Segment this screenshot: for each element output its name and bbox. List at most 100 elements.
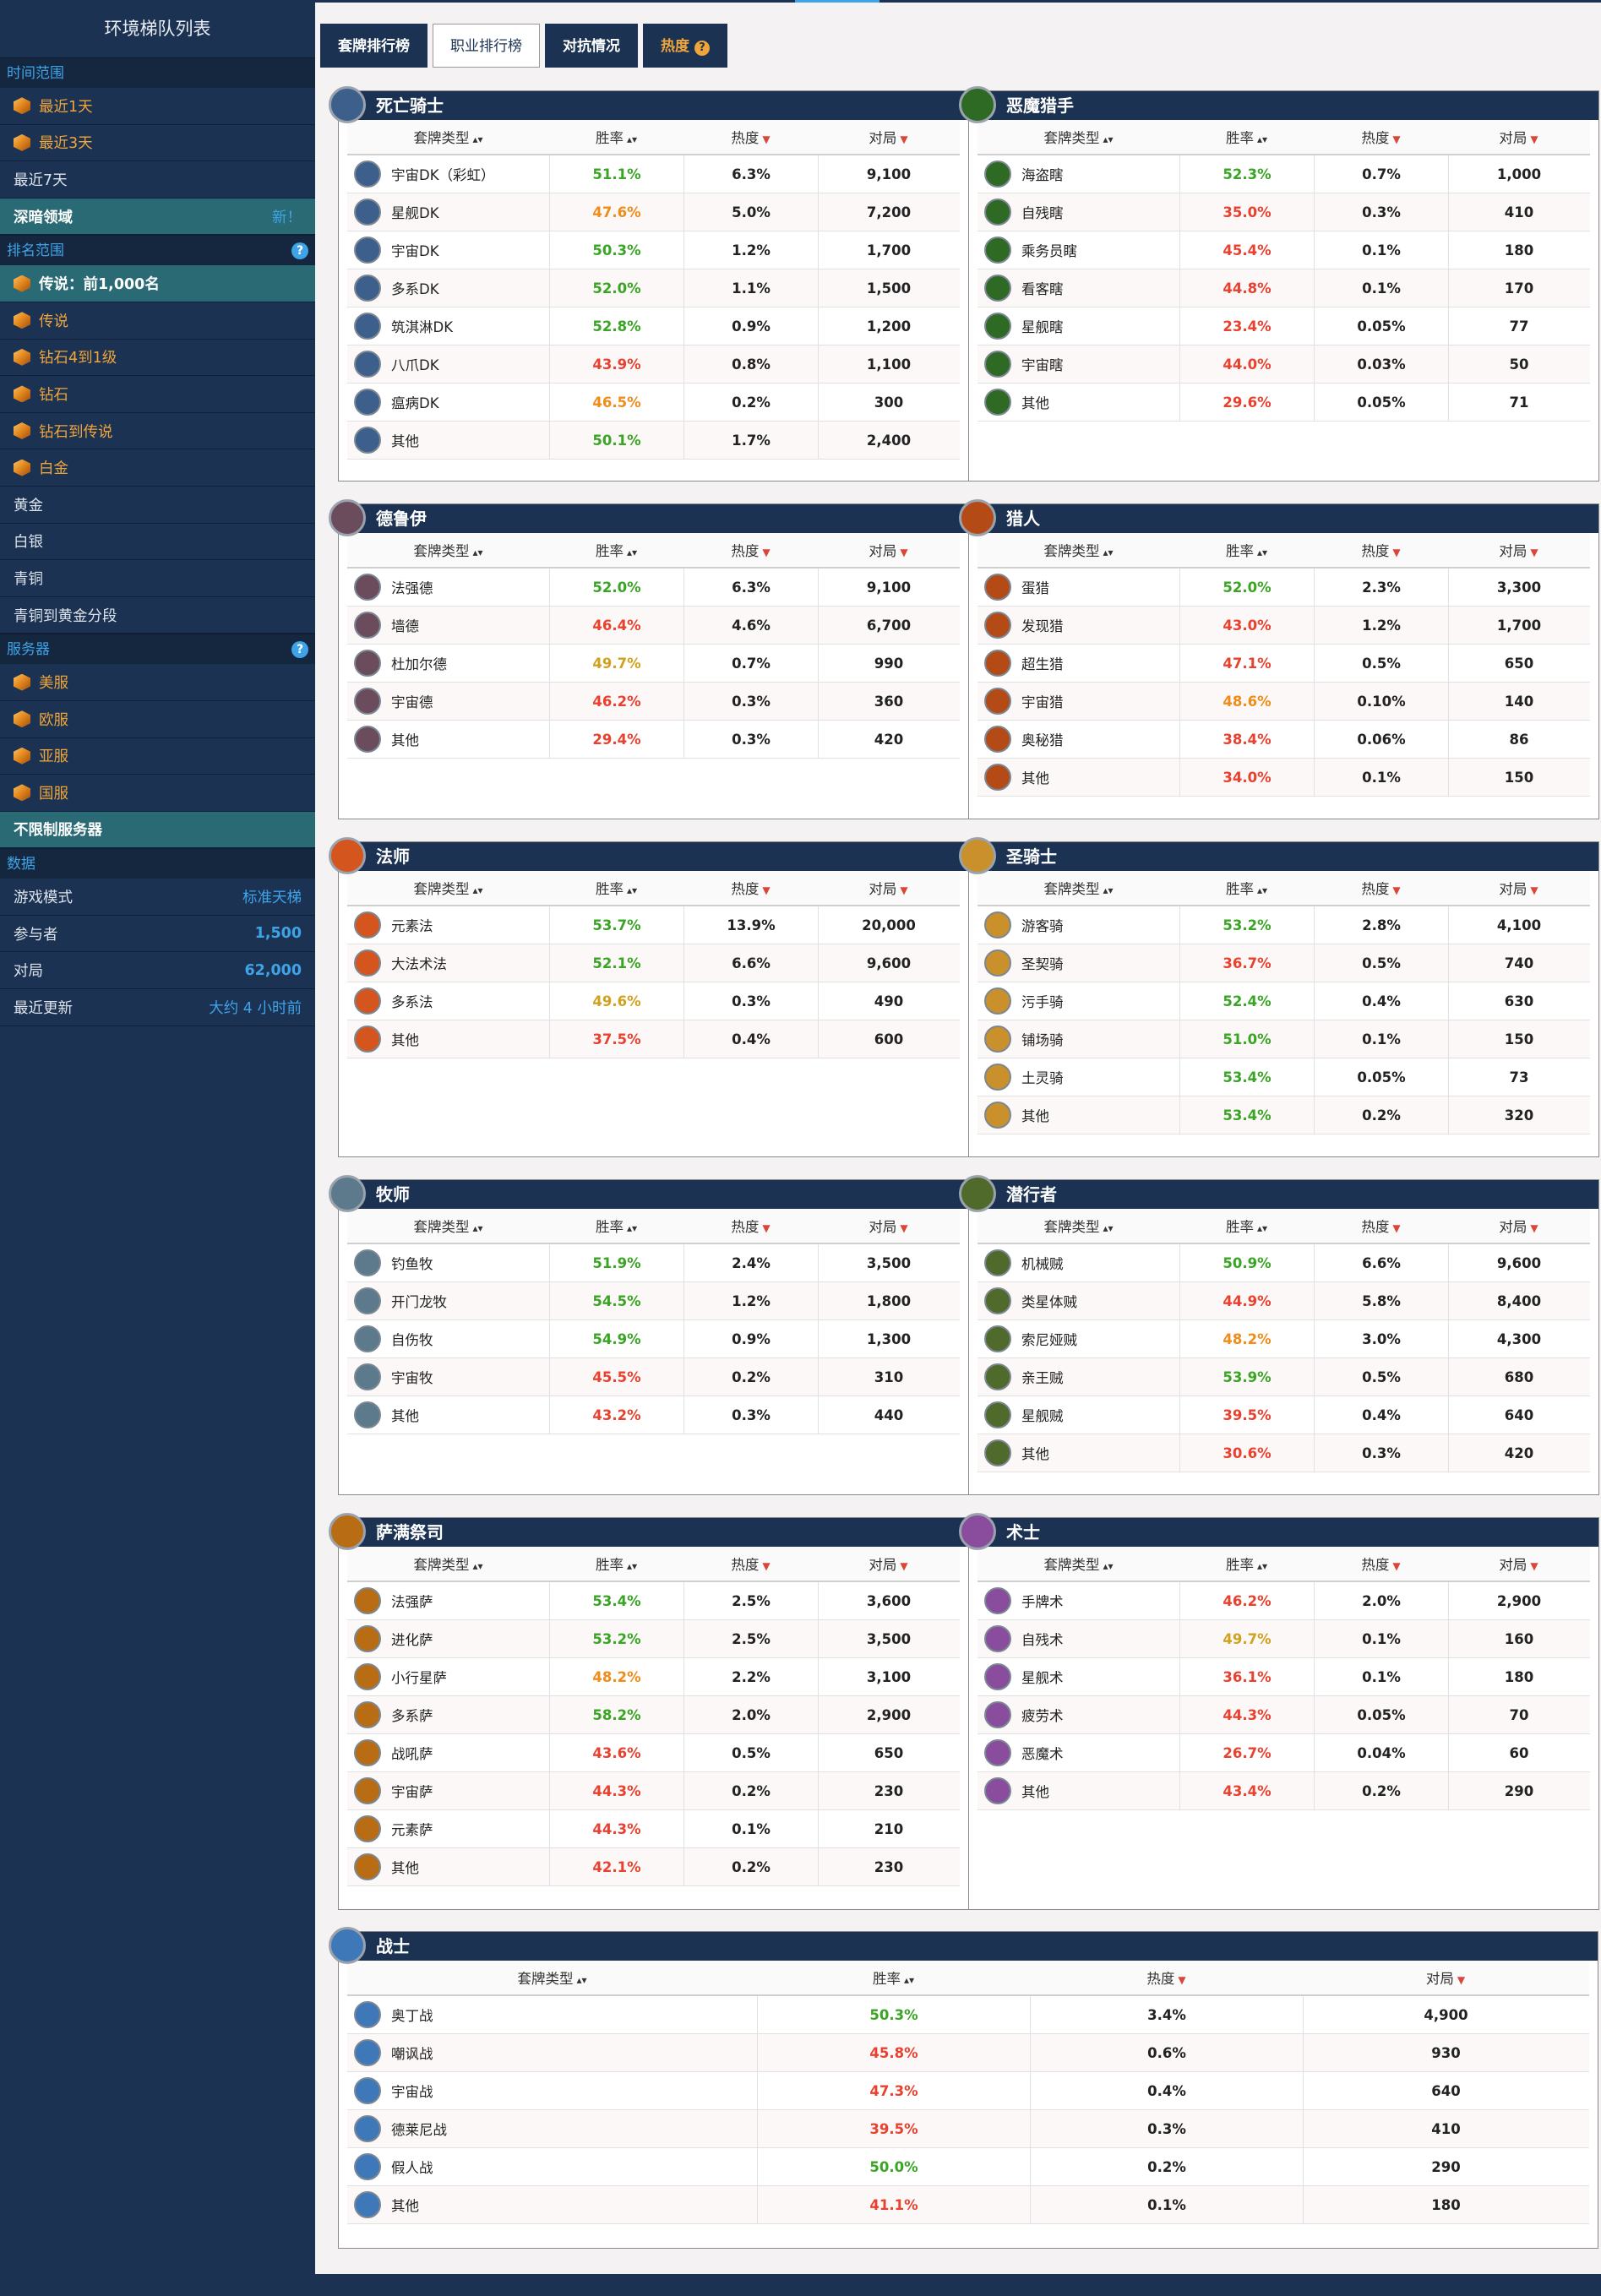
table-row[interactable]: 自伤牧 54.9% 0.9% 1,300	[347, 1320, 960, 1358]
deck-name[interactable]: 其他	[1021, 1108, 1049, 1124]
table-row[interactable]: 战吼萨 43.6% 0.5% 650	[347, 1734, 960, 1772]
deck-name[interactable]: 假人战	[391, 2160, 433, 2176]
deck-name[interactable]: 墙德	[391, 618, 419, 634]
col-deck-header[interactable]: 套牌类型 ▴▾	[347, 1553, 549, 1574]
deck-name[interactable]: 法强萨	[391, 1594, 433, 1610]
rank-item-legend-top[interactable]: 传说：前1,000名	[0, 265, 315, 302]
table-row[interactable]: 游客骑 53.2% 2.8% 4,100	[977, 906, 1590, 944]
deck-name[interactable]: 法强德	[391, 580, 433, 596]
table-row[interactable]: 索尼娅贼 48.2% 3.0% 4,300	[977, 1320, 1590, 1358]
col-deck-header[interactable]: 套牌类型 ▴▾	[977, 878, 1179, 898]
table-row[interactable]: 污手骑 52.4% 0.4% 630	[977, 982, 1590, 1020]
deck-name[interactable]: 星舰术	[1021, 1670, 1064, 1686]
table-row[interactable]: 其他 29.6% 0.05% 71	[977, 384, 1590, 422]
deck-name[interactable]: 宇宙德	[391, 694, 433, 710]
server-item-asia[interactable]: 亚服	[0, 738, 315, 775]
col-games-header[interactable]: 对局 ▼	[1303, 1967, 1588, 1988]
col-games-header[interactable]: 对局 ▼	[818, 878, 959, 898]
deck-name[interactable]: 疲劳术	[1021, 1708, 1064, 1724]
deck-name[interactable]: 钓鱼牧	[391, 1256, 433, 1272]
deck-name[interactable]: 多系萨	[391, 1708, 433, 1724]
col-deck-header[interactable]: 套牌类型 ▴▾	[347, 1967, 757, 1988]
deck-name[interactable]: 其他	[1021, 1446, 1049, 1462]
table-row[interactable]: 自残瞎 35.0% 0.3% 410	[977, 193, 1590, 231]
deck-name[interactable]: 其他	[391, 732, 419, 748]
table-row[interactable]: 宇宙德 46.2% 0.3% 360	[347, 683, 960, 721]
deck-name[interactable]: 宇宙瞎	[1021, 357, 1064, 373]
table-row[interactable]: 进化萨 53.2% 2.5% 3,500	[347, 1620, 960, 1658]
deck-name[interactable]: 其他	[1021, 1784, 1049, 1800]
col-popularity-header[interactable]: 热度 ▼	[1030, 1967, 1303, 1988]
deck-name[interactable]: 星舰瞎	[1021, 319, 1064, 335]
rank-item-platinum[interactable]: 白金	[0, 449, 315, 487]
table-row[interactable]: 星舰术 36.1% 0.1% 180	[977, 1658, 1590, 1696]
deck-name[interactable]: 超生猎	[1021, 656, 1064, 672]
deck-name[interactable]: 宇宙猎	[1021, 694, 1064, 710]
deck-name[interactable]: 其他	[1021, 770, 1049, 786]
deck-name[interactable]: 圣契骑	[1021, 956, 1064, 972]
table-row[interactable]: 多系萨 58.2% 2.0% 2,900	[347, 1696, 960, 1734]
table-row[interactable]: 其他 50.1% 1.7% 2,400	[347, 422, 960, 460]
table-row[interactable]: 其他 37.5% 0.4% 600	[347, 1020, 960, 1058]
deck-name[interactable]: 星舰DK	[391, 205, 439, 221]
col-popularity-header[interactable]: 热度 ▼	[1314, 540, 1448, 560]
table-row[interactable]: 宇宙DK 50.3% 1.2% 1,700	[347, 231, 960, 269]
table-row[interactable]: 乘务员瞎 45.4% 0.1% 180	[977, 231, 1590, 269]
table-row[interactable]: 其他 34.0% 0.1% 150	[977, 759, 1590, 797]
col-games-header[interactable]: 对局 ▼	[818, 1553, 959, 1574]
col-deck-header[interactable]: 套牌类型 ▴▾	[977, 1553, 1179, 1574]
deck-name[interactable]: 多系DK	[391, 281, 439, 297]
deck-name[interactable]: 自残瞎	[1021, 205, 1064, 221]
col-deck-header[interactable]: 套牌类型 ▴▾	[347, 1216, 549, 1236]
deck-name[interactable]: 开门龙牧	[391, 1294, 447, 1310]
table-row[interactable]: 筑淇淋DK 52.8% 0.9% 1,200	[347, 307, 960, 345]
table-row[interactable]: 元素萨 44.3% 0.1% 210	[347, 1810, 960, 1848]
deck-name[interactable]: 其他	[391, 1408, 419, 1424]
table-row[interactable]: 恶魔术 26.7% 0.04% 60	[977, 1734, 1590, 1772]
deck-name[interactable]: 战吼萨	[391, 1746, 433, 1762]
table-row[interactable]: 发现猎 43.0% 1.2% 1,700	[977, 607, 1590, 645]
col-deck-header[interactable]: 套牌类型 ▴▾	[347, 540, 549, 560]
deck-name[interactable]: 恶魔术	[1021, 1746, 1064, 1762]
deck-name[interactable]: 海盗瞎	[1021, 167, 1064, 183]
deck-name[interactable]: 看客瞎	[1021, 281, 1064, 297]
time-item-3d[interactable]: 最近3天	[0, 125, 315, 162]
deck-name[interactable]: 机械贼	[1021, 1256, 1064, 1272]
table-row[interactable]: 其他 41.1% 0.1% 180	[347, 2186, 1589, 2224]
table-row[interactable]: 宇宙战 47.3% 0.4% 640	[347, 2072, 1589, 2110]
deck-name[interactable]: 杜加尔德	[391, 656, 447, 672]
table-row[interactable]: 其他 43.2% 0.3% 440	[347, 1396, 960, 1434]
rank-item-diamond-4-1[interactable]: 钻石4到1级	[0, 340, 315, 377]
col-winrate-header[interactable]: 胜率 ▴▾	[549, 1553, 683, 1574]
server-item-all[interactable]: 不限制服务器	[0, 811, 315, 849]
deck-name[interactable]: 元素萨	[391, 1822, 433, 1838]
col-games-header[interactable]: 对局 ▼	[1448, 878, 1589, 898]
table-row[interactable]: 其他 43.4% 0.2% 290	[977, 1772, 1590, 1810]
deck-name[interactable]: 其他	[1021, 395, 1049, 411]
table-row[interactable]: 奥丁战 50.3% 3.4% 4,900	[347, 1996, 1589, 2034]
col-games-header[interactable]: 对局 ▼	[818, 1216, 959, 1236]
col-popularity-header[interactable]: 热度 ▼	[683, 1216, 818, 1236]
table-row[interactable]: 大法术法 52.1% 6.6% 9,600	[347, 944, 960, 982]
deck-name[interactable]: 宇宙DK（彩虹）	[391, 167, 495, 183]
deep-realm-item[interactable]: 深暗领域 新！	[0, 198, 315, 236]
col-winrate-header[interactable]: 胜率 ▴▾	[1179, 878, 1314, 898]
help-icon[interactable]: ?	[291, 242, 308, 259]
table-row[interactable]: 嘲讽战 45.8% 0.6% 930	[347, 2034, 1589, 2072]
table-row[interactable]: 海盗瞎 52.3% 0.7% 1,000	[977, 155, 1590, 193]
col-popularity-header[interactable]: 热度 ▼	[1314, 878, 1448, 898]
server-item-cn[interactable]: 国服	[0, 775, 315, 812]
col-deck-header[interactable]: 套牌类型 ▴▾	[347, 878, 549, 898]
table-row[interactable]: 土灵骑 53.4% 0.05% 73	[977, 1058, 1590, 1096]
col-popularity-header[interactable]: 热度 ▼	[683, 540, 818, 560]
table-row[interactable]: 宇宙DK（彩虹） 51.1% 6.3% 9,100	[347, 155, 960, 193]
tab-popularity[interactable]: 热度?	[643, 24, 727, 68]
table-row[interactable]: 瘟病DK 46.5% 0.2% 300	[347, 384, 960, 422]
deck-name[interactable]: 宇宙牧	[391, 1370, 433, 1386]
col-winrate-header[interactable]: 胜率 ▴▾	[549, 127, 683, 147]
deck-name[interactable]: 宇宙萨	[391, 1784, 433, 1800]
table-row[interactable]: 元素法 53.7% 13.9% 20,000	[347, 906, 960, 944]
time-item-1d[interactable]: 最近1天	[0, 88, 315, 125]
deck-name[interactable]: 奥秘猎	[1021, 732, 1064, 748]
deck-name[interactable]: 筑淇淋DK	[391, 319, 454, 335]
